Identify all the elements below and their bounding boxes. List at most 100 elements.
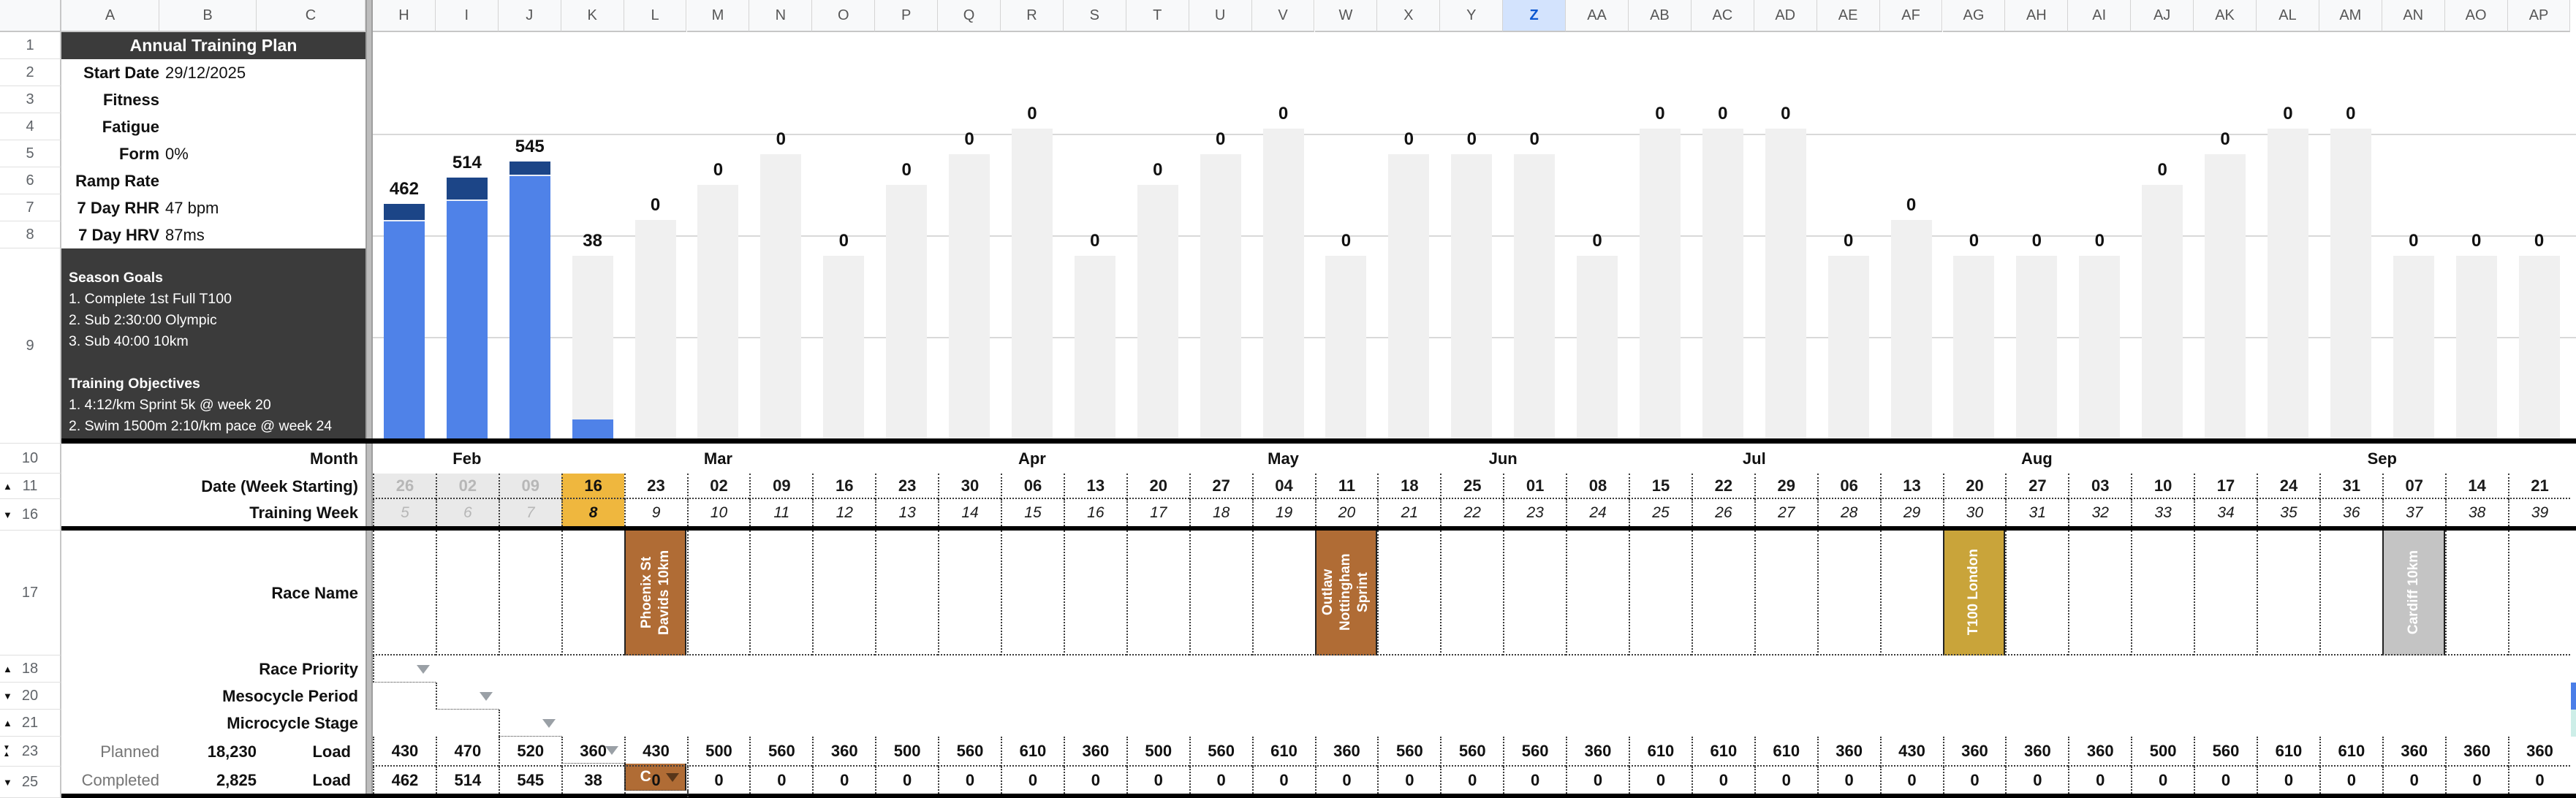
completed-cell-w26[interactable]: 0 bbox=[1691, 767, 1754, 794]
race-cell-w14[interactable] bbox=[938, 531, 1001, 656]
date-cell-w14[interactable]: 30 bbox=[938, 474, 1001, 499]
field-label-fatigue[interactable]: Fatigue bbox=[102, 117, 159, 136]
row-header-11[interactable]: 11 ▲ bbox=[0, 474, 61, 499]
date-cell-w25[interactable]: 15 bbox=[1629, 474, 1692, 499]
row-header-16[interactable]: 16 ▼ bbox=[0, 499, 61, 531]
date-cell-w26[interactable]: 22 bbox=[1691, 474, 1754, 499]
race-cell-w18[interactable] bbox=[1189, 531, 1252, 656]
week-cell-w30[interactable]: 30 bbox=[1942, 499, 2006, 526]
race-cell-w29[interactable] bbox=[1879, 531, 1943, 656]
completed-cell-w35[interactable]: 0 bbox=[2257, 767, 2319, 794]
week-cell-w11[interactable]: 11 bbox=[749, 499, 812, 526]
row-header-9[interactable]: 9 bbox=[0, 248, 61, 444]
week-cell-w36[interactable]: 36 bbox=[2319, 499, 2382, 526]
week-cell-w34[interactable]: 34 bbox=[2194, 499, 2257, 526]
planned-cell-w8[interactable]: 360 bbox=[561, 737, 624, 767]
completed-cell-w15[interactable]: 0 bbox=[1001, 767, 1064, 794]
date-cell-w5[interactable]: 26 bbox=[373, 474, 436, 499]
race-cell-w9[interactable]: Phoenix St Davids 10km bbox=[624, 531, 687, 656]
date-cell-w23[interactable]: 01 bbox=[1503, 474, 1567, 499]
field-value[interactable]: 87ms bbox=[165, 225, 205, 244]
priority-cell-w10[interactable] bbox=[686, 791, 750, 798]
completed-cell-w39[interactable]: 0 bbox=[2507, 767, 2571, 794]
date-cell-w7[interactable]: 09 bbox=[498, 474, 561, 499]
race-cell-w28[interactable] bbox=[1817, 531, 1880, 656]
week-cell-w21[interactable]: 21 bbox=[1377, 499, 1440, 526]
date-cell-w11[interactable]: 09 bbox=[749, 474, 813, 499]
race-cell-w31[interactable] bbox=[2005, 531, 2069, 656]
col-header-H[interactable]: H bbox=[373, 0, 436, 32]
race-cell-w27[interactable] bbox=[1754, 531, 1817, 656]
week-cell-w28[interactable]: 28 bbox=[1817, 499, 1880, 526]
date-cell-w33[interactable]: 10 bbox=[2131, 474, 2194, 499]
completed-cell-w38[interactable]: 0 bbox=[2444, 767, 2508, 794]
field-label-start-date[interactable]: Start Date bbox=[83, 63, 159, 82]
completed-cell-w13[interactable]: 0 bbox=[875, 767, 938, 794]
field-value[interactable]: 29/12/2025 bbox=[165, 63, 246, 82]
col-header-L[interactable]: L bbox=[624, 0, 687, 32]
planned-cell-w36[interactable]: 610 bbox=[2319, 737, 2382, 767]
field-label-7-day-hrv[interactable]: 7 Day HRV bbox=[78, 225, 159, 244]
completed-cell-w25[interactable]: 0 bbox=[1629, 767, 1692, 794]
completed-cell-w33[interactable]: 0 bbox=[2131, 767, 2194, 794]
group-collapse-icon[interactable]: ▼ bbox=[3, 690, 12, 702]
week-cell-w31[interactable]: 31 bbox=[2005, 499, 2068, 526]
field-value[interactable] bbox=[165, 113, 363, 140]
race-cell-w32[interactable] bbox=[2068, 531, 2132, 656]
planned-cell-w6[interactable]: 470 bbox=[435, 737, 499, 767]
row-header-7[interactable]: 7 bbox=[0, 194, 61, 221]
date-cell-w10[interactable]: 02 bbox=[686, 474, 750, 499]
row-header-8[interactable]: 8 bbox=[0, 221, 61, 248]
week-cell-w29[interactable]: 29 bbox=[1879, 499, 1943, 526]
month-cell-mar[interactable]: Mar bbox=[703, 449, 732, 468]
date-cell-w20[interactable]: 11 bbox=[1314, 474, 1378, 499]
race-cell-w39[interactable] bbox=[2507, 531, 2571, 656]
row-header-23[interactable]: 23 ▼ ▲ bbox=[0, 737, 61, 767]
planned-cell-w19[interactable]: 610 bbox=[1251, 737, 1315, 767]
planned-cell-w38[interactable]: 360 bbox=[2444, 737, 2508, 767]
week-cell-w23[interactable]: 23 bbox=[1503, 499, 1566, 526]
completed-cell-w21[interactable]: 0 bbox=[1377, 767, 1440, 794]
date-cell-w38[interactable]: 14 bbox=[2444, 474, 2508, 499]
row-header-6[interactable]: 6 bbox=[0, 167, 61, 194]
date-cell-w21[interactable]: 18 bbox=[1377, 474, 1441, 499]
row-label-race-priority[interactable]: Race Priority bbox=[259, 659, 358, 678]
week-cell-w19[interactable]: 19 bbox=[1251, 499, 1315, 526]
week-cell-w16[interactable]: 16 bbox=[1063, 499, 1126, 526]
col-header-AH[interactable]: AH bbox=[2005, 0, 2069, 32]
completed-summary-row[interactable]: Completed 2,825 Load bbox=[61, 767, 365, 794]
planned-cell-w31[interactable]: 360 bbox=[2005, 737, 2069, 767]
planned-cell-w10[interactable]: 500 bbox=[686, 737, 750, 767]
planned-cell-w21[interactable]: 560 bbox=[1377, 737, 1441, 767]
col-header-V[interactable]: V bbox=[1251, 0, 1315, 32]
col-header-K[interactable]: K bbox=[561, 0, 624, 32]
planned-cell-w24[interactable]: 360 bbox=[1566, 737, 1629, 767]
dropdown-arrow-icon[interactable] bbox=[479, 691, 493, 701]
date-cell-w36[interactable]: 31 bbox=[2319, 474, 2382, 499]
week-cell-w14[interactable]: 14 bbox=[938, 499, 1001, 526]
date-cell-w39[interactable]: 21 bbox=[2507, 474, 2571, 499]
group-collapse-icon[interactable]: ▼ bbox=[3, 776, 12, 788]
week-cell-w24[interactable]: 24 bbox=[1566, 499, 1629, 526]
col-header-AC[interactable]: AC bbox=[1691, 0, 1754, 32]
col-header-I[interactable]: I bbox=[435, 0, 499, 32]
race-cell-w11[interactable] bbox=[749, 531, 813, 656]
race-cell-w10[interactable] bbox=[686, 531, 750, 656]
col-header-Y[interactable]: Y bbox=[1440, 0, 1504, 32]
goals-cell[interactable]: Season Goals 1. Complete 1st Full T100 2. … bbox=[61, 248, 365, 455]
completed-cell-w12[interactable]: 0 bbox=[812, 767, 875, 794]
month-cell-jul[interactable]: Jul bbox=[1742, 449, 1766, 468]
col-header-AD[interactable]: AD bbox=[1754, 0, 1817, 32]
planned-cell-w7[interactable]: 520 bbox=[498, 737, 561, 767]
race-cell-w24[interactable] bbox=[1566, 531, 1629, 656]
row-label-race-name[interactable]: Race Name bbox=[271, 583, 358, 602]
race-cell-w21[interactable] bbox=[1377, 531, 1441, 656]
group-collapse-icon[interactable]: ▼ bbox=[3, 509, 12, 520]
dropdown-arrow-icon[interactable] bbox=[542, 718, 556, 728]
date-cell-w22[interactable]: 25 bbox=[1440, 474, 1504, 499]
completed-cell-w7[interactable]: 545 bbox=[498, 767, 561, 794]
race-cell-w19[interactable] bbox=[1251, 531, 1315, 656]
completed-cell-w5[interactable]: 462 bbox=[373, 767, 436, 794]
week-cell-w27[interactable]: 27 bbox=[1754, 499, 1817, 526]
race-cell-w20[interactable]: Outlaw Nottingham Sprint bbox=[1314, 531, 1378, 656]
